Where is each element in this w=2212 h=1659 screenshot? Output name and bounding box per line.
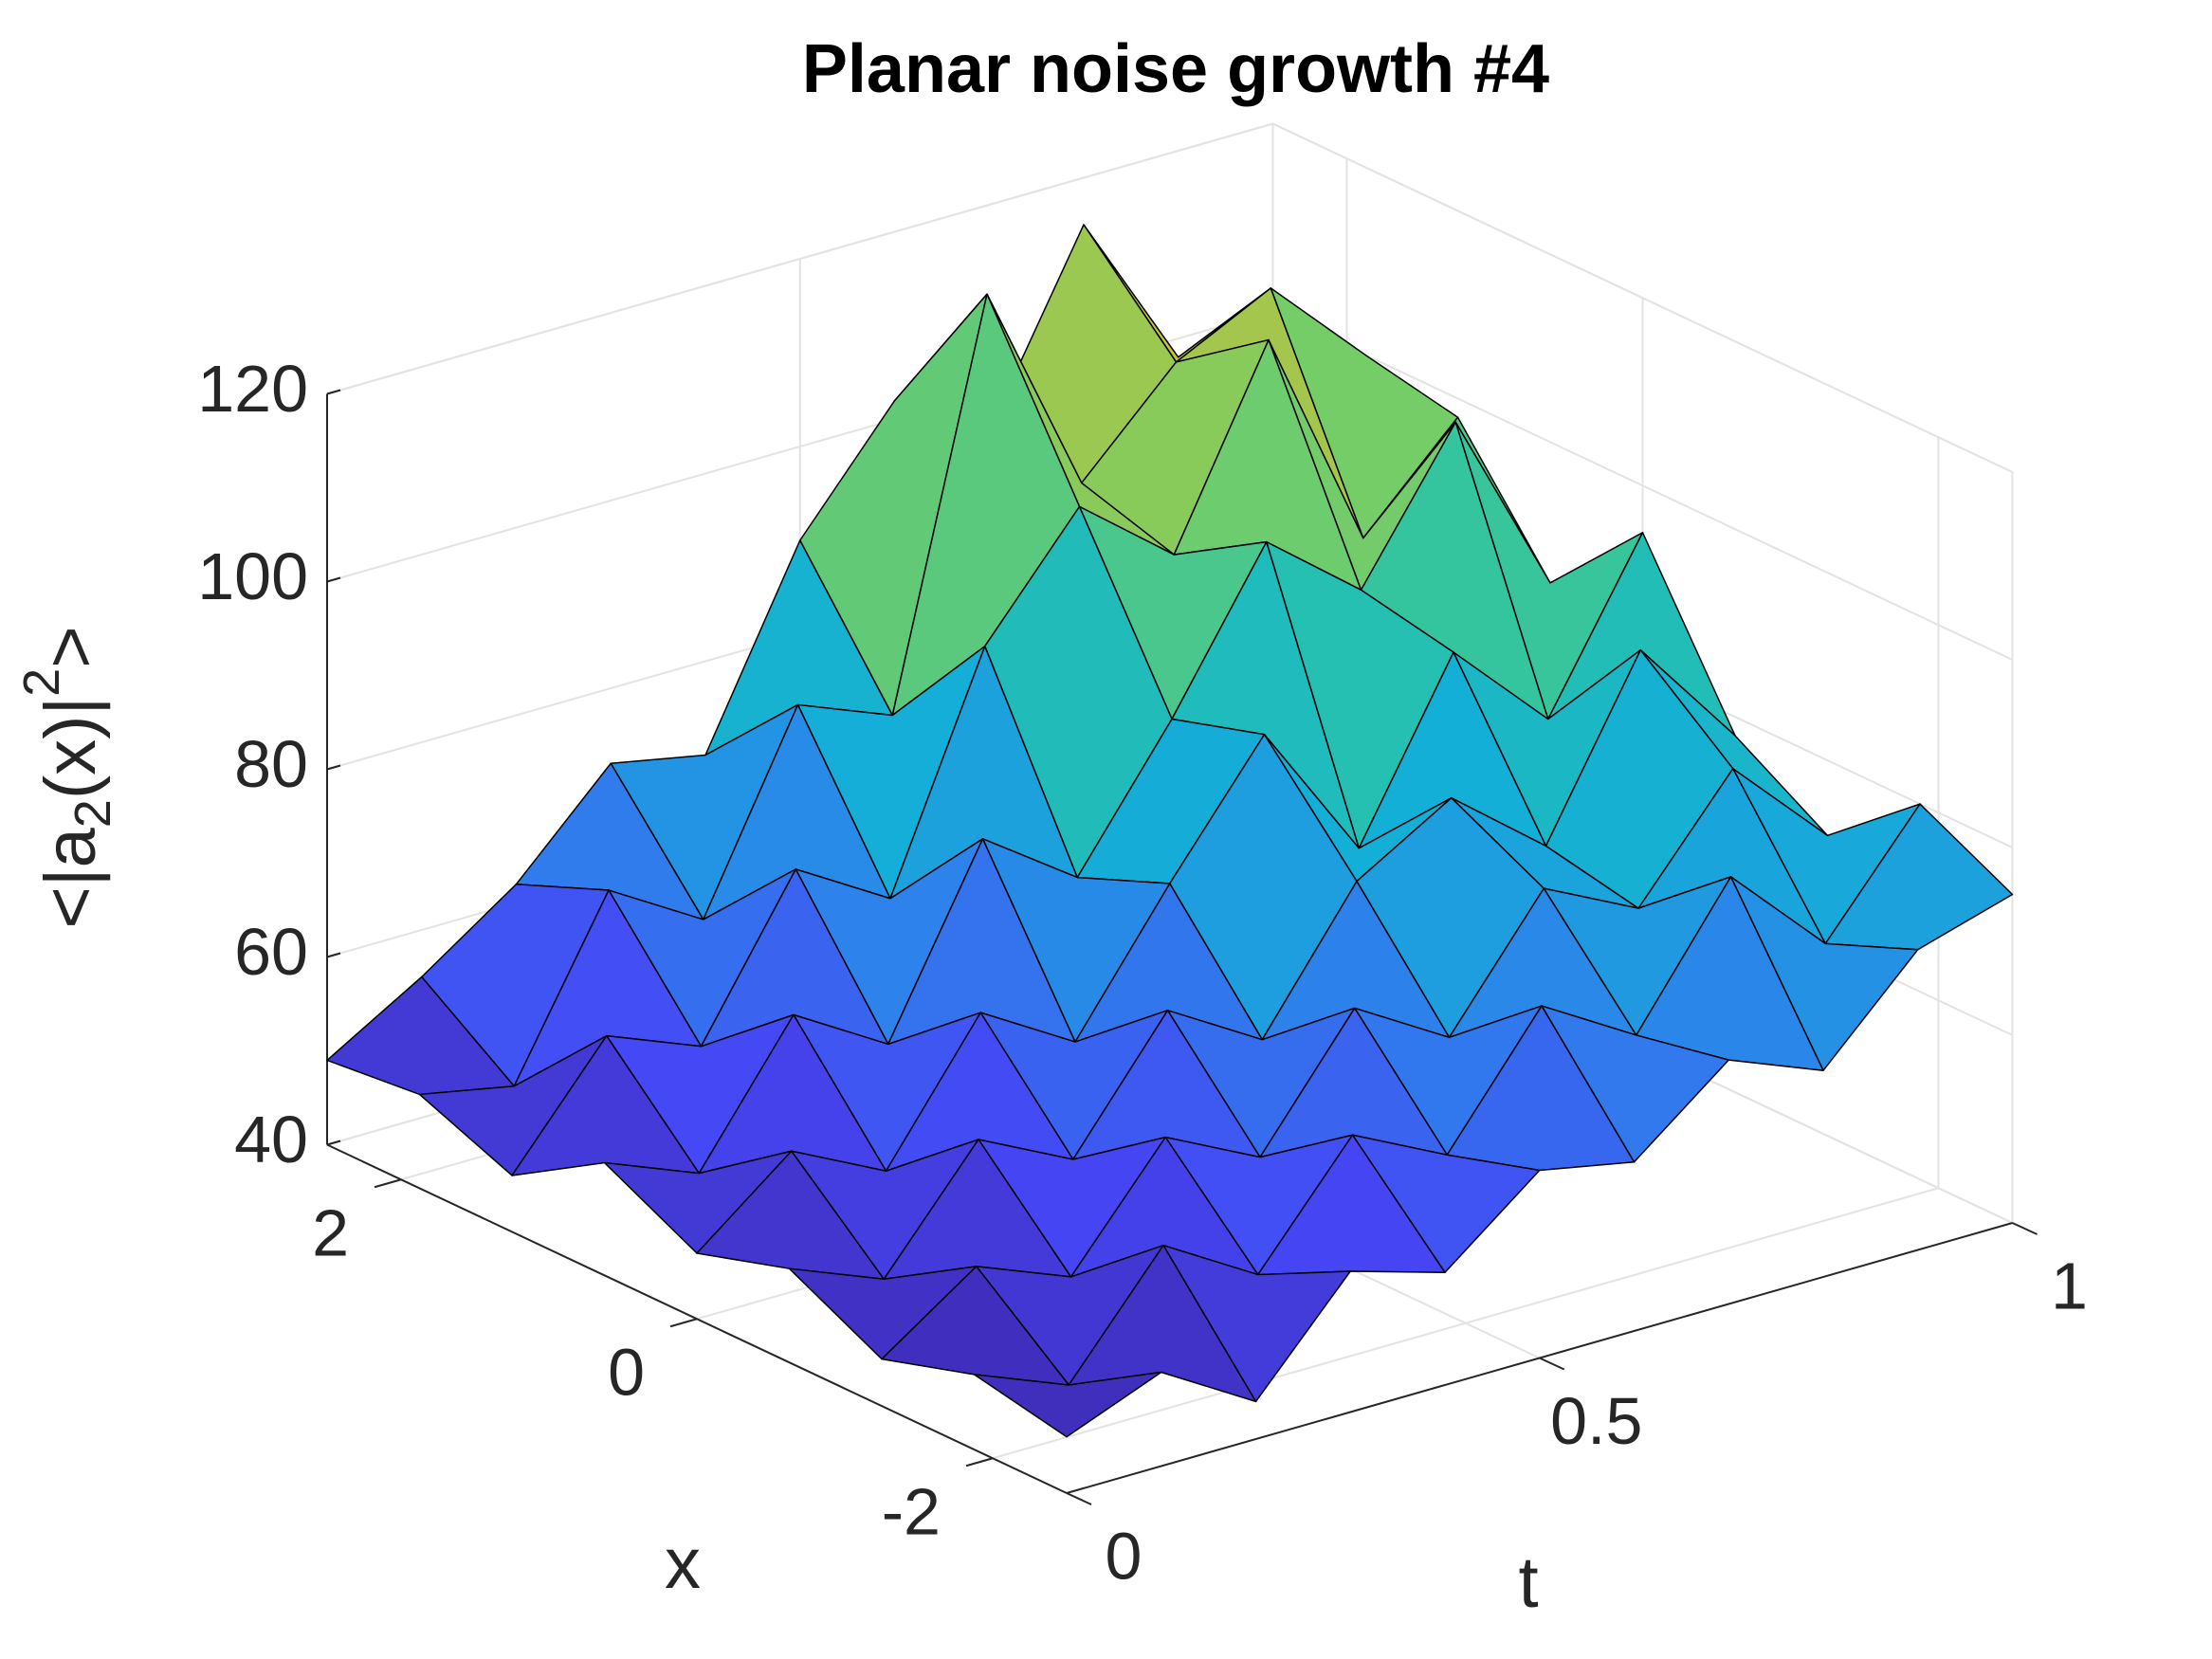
z-tick	[326, 1139, 341, 1146]
z-label-sup: 2	[13, 668, 70, 697]
z-tick	[326, 389, 341, 395]
t-tick	[1539, 1357, 1565, 1371]
z-tick-label: 120	[197, 352, 308, 426]
z-tick	[326, 576, 341, 583]
z-tick	[326, 764, 341, 771]
t-tick-label: 0.5	[1550, 1384, 1642, 1458]
z-label-part: <|a	[30, 828, 111, 929]
grid-line	[992, 1187, 1939, 1460]
t-tick	[2012, 1222, 2038, 1235]
z-tick-label: 100	[197, 539, 308, 613]
z-tick-label: 60	[234, 915, 308, 989]
t-tick	[1066, 1492, 1092, 1505]
x-tick-label: 0	[608, 1336, 645, 1410]
x-tick-label: 2	[312, 1196, 349, 1270]
z-axis-label: <|a2(x)|2>	[13, 626, 121, 928]
x-tick	[669, 1318, 698, 1328]
chart-title: Planar noise growth #4	[802, 31, 1549, 107]
x-axis-label: x	[665, 1523, 701, 1604]
z-tick-label: 40	[234, 1103, 308, 1176]
x-tick	[965, 1457, 994, 1468]
t-tick-label: 0	[1106, 1519, 1143, 1593]
z-label-part: (x)|	[30, 697, 111, 799]
x-tick-label: -2	[882, 1475, 941, 1549]
t-tick-label: 1	[2051, 1249, 2088, 1322]
surface-face	[973, 1371, 1162, 1438]
z-label-part: >	[30, 626, 111, 667]
x-tick	[374, 1178, 402, 1189]
z-label-sub: 2	[64, 799, 121, 828]
t-axis-label: t	[1518, 1542, 1538, 1623]
z-tick-label: 80	[234, 727, 308, 801]
z-tick	[326, 952, 341, 958]
